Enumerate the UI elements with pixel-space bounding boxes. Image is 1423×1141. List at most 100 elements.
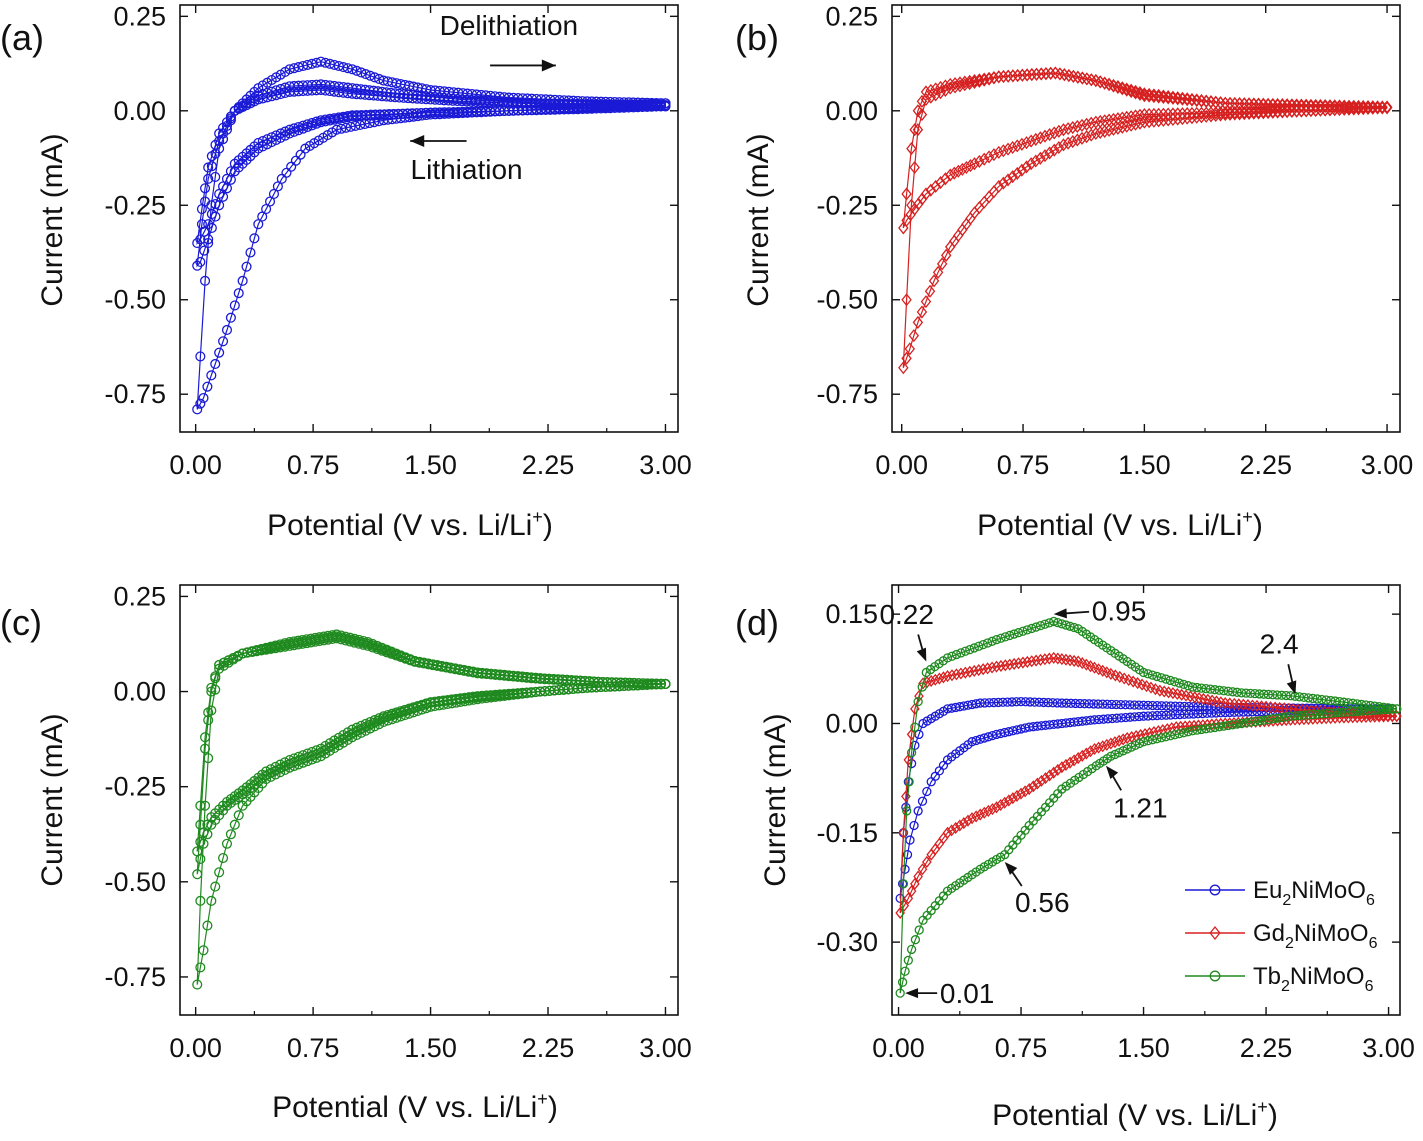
data-point [1174, 729, 1184, 739]
data-point [256, 645, 267, 656]
data-point [280, 126, 291, 137]
data-point [906, 142, 917, 156]
legend-item-1: Gd2NiMoO6 [1185, 920, 1378, 952]
data-point [942, 653, 953, 663]
data-point [1000, 632, 1010, 642]
x-tick-label: 3.00 [1362, 1033, 1415, 1063]
series-line [196, 635, 666, 875]
x-axis-title: Potential (V vs. Li/Li+) [267, 507, 553, 542]
data-point [1236, 718, 1247, 729]
data-point [996, 633, 1006, 643]
data-point [1156, 733, 1167, 743]
x-axis-title-end: ) [543, 509, 553, 542]
data-point [1152, 710, 1162, 721]
annotation-arrowhead [410, 135, 425, 148]
data-point [391, 650, 402, 661]
x-axis-title-main: Potential (V vs. Li/Li [977, 509, 1242, 542]
data-point [1153, 107, 1164, 121]
data-point [1172, 107, 1183, 121]
data-point [1348, 698, 1358, 708]
data-point [918, 677, 928, 690]
data-point [1165, 731, 1175, 741]
data-point [210, 671, 221, 682]
data-point [1165, 675, 1175, 686]
data-point [1348, 102, 1359, 116]
data-point [1004, 658, 1015, 671]
annotation-arrowhead [541, 59, 556, 72]
data-point [1125, 700, 1135, 710]
data-point [1224, 106, 1236, 120]
x-axis-title-sup: + [537, 1089, 548, 1109]
data-point [1253, 105, 1264, 119]
data-point [960, 666, 971, 679]
data-point [1317, 694, 1327, 705]
data-point [203, 173, 214, 184]
data-point [1187, 726, 1198, 736]
data-point [1177, 107, 1188, 121]
data-point [913, 696, 923, 707]
x-axis-title-sup: + [1242, 507, 1253, 527]
x-tick-label: 0.75 [287, 450, 340, 480]
data-point [974, 73, 985, 87]
data-point [1303, 693, 1314, 703]
data-point [1065, 621, 1075, 631]
data-point [930, 82, 941, 96]
data-point [1324, 100, 1336, 114]
data-point [1205, 106, 1217, 120]
data-point [210, 198, 221, 210]
x-axis-title: Potential (V vs. Li/Li+) [977, 507, 1263, 542]
data-point [302, 119, 313, 130]
data-point [1281, 690, 1291, 701]
data-point [940, 248, 952, 262]
data-point [1193, 709, 1203, 719]
data-point [1031, 622, 1041, 632]
data-point [1012, 166, 1023, 180]
data-point [382, 709, 393, 721]
x-tick-label: 0.75 [995, 1033, 1048, 1063]
data-point [1000, 659, 1011, 672]
data-point [1312, 694, 1322, 704]
data-point [347, 64, 358, 75]
annotation-text: Lithiation [411, 154, 523, 185]
legend-sub: 2 [1282, 892, 1291, 909]
data-point [242, 647, 253, 658]
data-point [1362, 100, 1374, 114]
data-point [376, 645, 388, 656]
data-point [1178, 728, 1189, 738]
data-point [1157, 710, 1167, 721]
data-point [1305, 99, 1317, 113]
data-point [1116, 713, 1126, 723]
data-point [1245, 688, 1256, 699]
data-point [1112, 713, 1122, 723]
data-point [372, 644, 383, 655]
data-point [987, 661, 997, 674]
data-point [1381, 101, 1393, 115]
data-point [1258, 105, 1269, 119]
data-point [297, 120, 309, 131]
data-point [1183, 727, 1193, 737]
data-point [935, 176, 946, 190]
data-point [1170, 710, 1180, 720]
data-point [265, 643, 276, 654]
data-point [206, 895, 217, 906]
data-point [978, 72, 990, 86]
data-point [293, 751, 304, 762]
y-tick-label: 0.25 [825, 1, 878, 31]
data-point [549, 685, 560, 696]
data-point [1007, 697, 1017, 707]
data-point [1377, 101, 1388, 115]
data-point [245, 247, 256, 258]
data-point [1013, 628, 1024, 638]
data-point [553, 684, 565, 696]
data-point [1152, 700, 1162, 711]
data-point [928, 274, 940, 288]
data-point [1326, 708, 1336, 718]
data-point [297, 750, 309, 761]
data-point [906, 944, 917, 955]
data-point [1066, 698, 1076, 708]
data-point [192, 238, 203, 249]
data-point [1243, 105, 1255, 119]
data-point [930, 673, 941, 686]
data-point [1099, 114, 1110, 128]
data-point [1079, 699, 1090, 709]
